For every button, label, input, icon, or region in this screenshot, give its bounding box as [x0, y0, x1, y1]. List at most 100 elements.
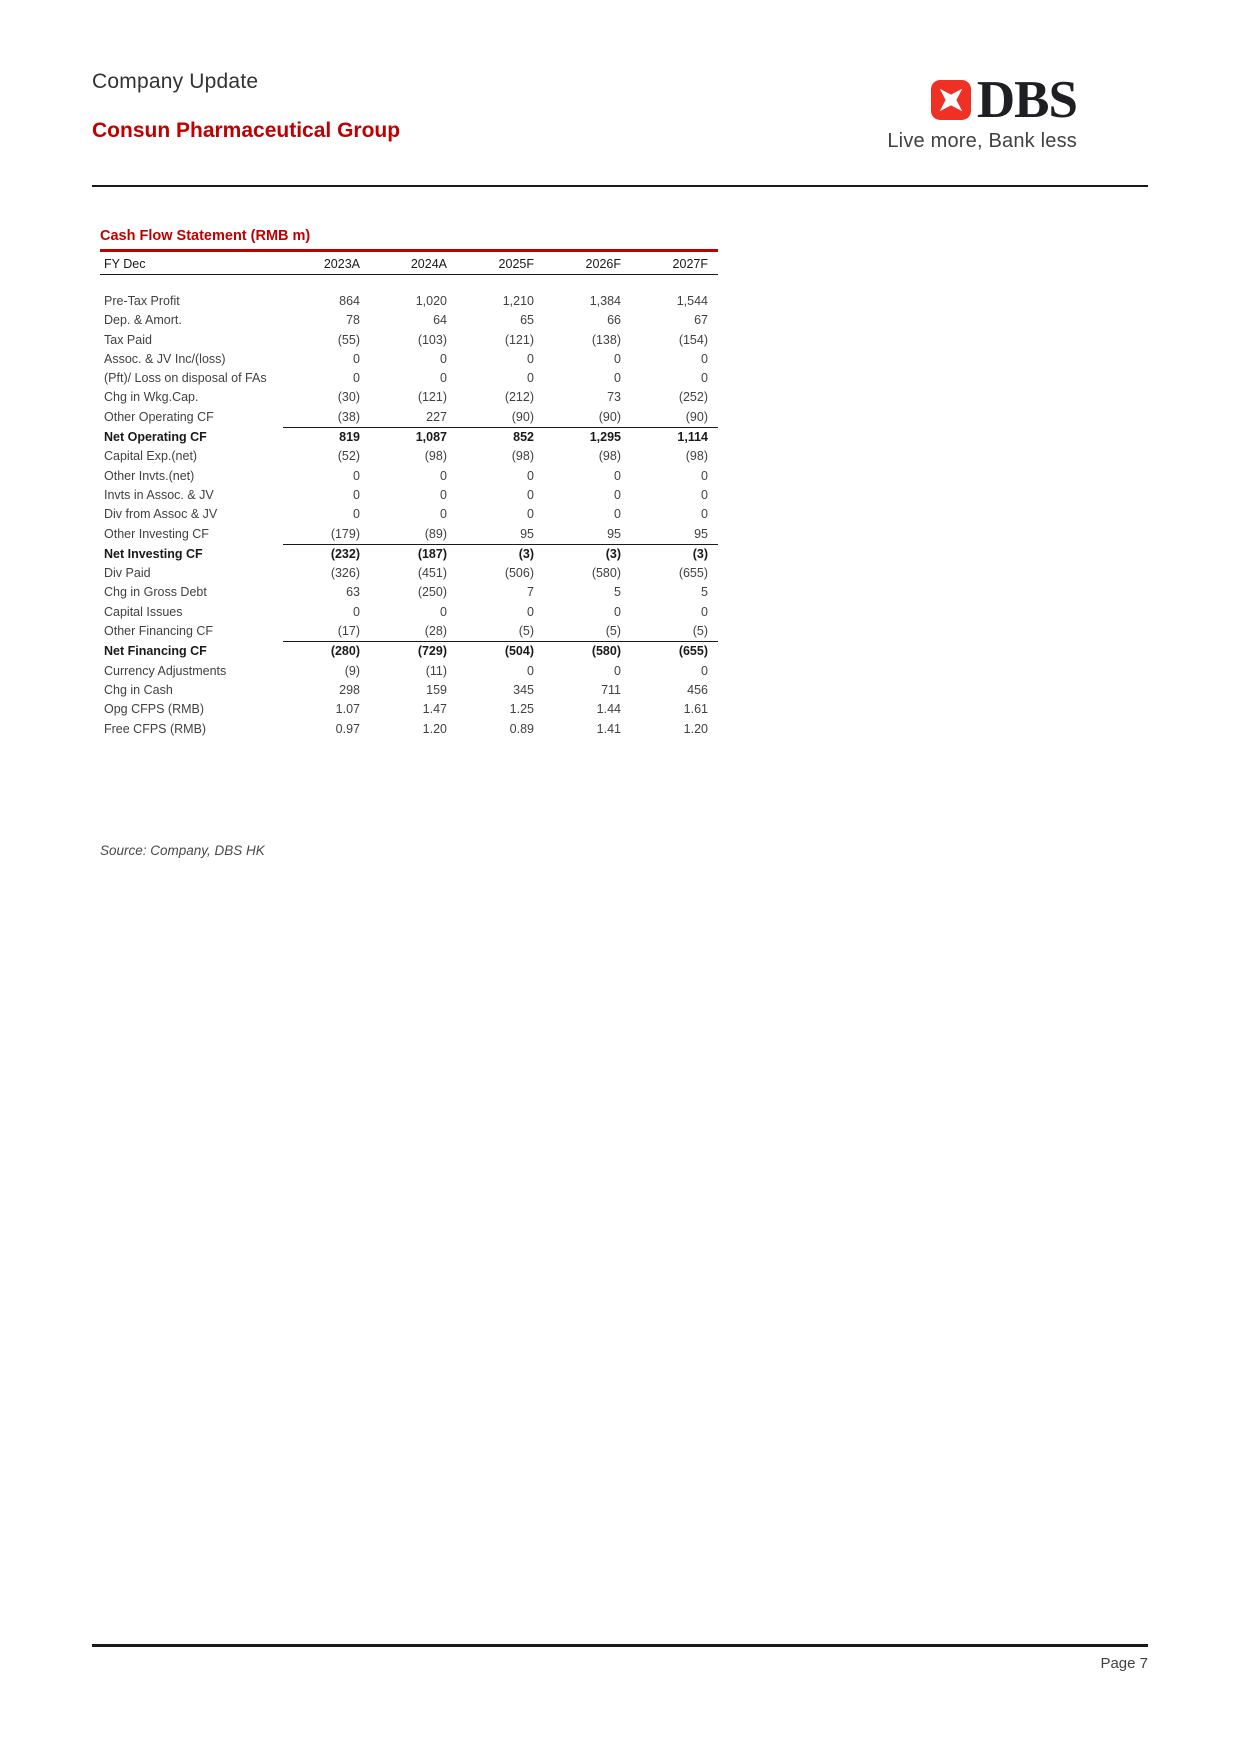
table-row: Invts in Assoc. & JV 0 0 0 0 0 [100, 486, 718, 505]
row-value: 0 [353, 468, 360, 483]
row-value: (3) [457, 543, 544, 565]
table-row: Opg CFPS (RMB) 1.07 1.47 1.25 1.44 1.61 [100, 700, 718, 719]
row-value: (98) [685, 449, 708, 464]
table-row: Free CFPS (RMB) 0.97 1.20 0.89 1.41 1.20 [100, 720, 718, 739]
row-value: 1.44 [596, 702, 621, 717]
row-label: Pre-Tax Profit [104, 294, 180, 308]
row-value: (38) [337, 409, 360, 424]
row-value: (11) [425, 663, 447, 678]
table-row: Div Paid (326) (451) (506) (580) (655) [100, 564, 718, 583]
row-value: (55) [337, 332, 360, 347]
row-value: 345 [513, 682, 534, 697]
column-header: 2024A [370, 250, 457, 275]
row-label: Dep. & Amort. [104, 313, 182, 328]
column-header: 2027F [631, 250, 718, 275]
row-value: (5) [518, 624, 534, 639]
column-header: FY Dec [100, 250, 283, 275]
table-row: Capital Issues 0 0 0 0 0 [100, 603, 718, 622]
table-row: Tax Paid (55) (103) (121) (138) (154) [100, 331, 718, 350]
row-value: 298 [339, 682, 360, 697]
row-value: 0 [701, 663, 708, 678]
column-header: 2026F [544, 250, 631, 275]
row-value: 95 [607, 526, 621, 541]
row-label: Capital Issues [104, 604, 183, 619]
row-value: 73 [607, 390, 621, 405]
table-row: Net Operating CF 819 1,087 852 1,295 1,114 [100, 427, 718, 448]
row-value: 0 [527, 487, 534, 502]
row-value: 63 [346, 585, 360, 600]
row-value: (280) [283, 641, 370, 662]
row-value: 0 [527, 507, 534, 522]
row-label: Free CFPS (RMB) [104, 721, 207, 736]
row-value: 456 [687, 682, 708, 697]
row-value: 0 [527, 663, 534, 678]
table-row: Assoc. & JV Inc/(loss) 0 0 0 0 0 [100, 350, 718, 369]
row-value: (103) [417, 332, 447, 347]
row-value: (179) [330, 526, 360, 541]
row-value: 0 [353, 507, 360, 522]
row-value: (252) [678, 390, 708, 405]
row-label: Currency Adjustments [104, 663, 227, 678]
row-value: 852 [457, 427, 544, 448]
row-value: 159 [426, 682, 447, 697]
table-row: (Pft)/ Loss on disposal of FAs 0 0 0 0 0 [100, 369, 718, 388]
row-value: 0 [614, 487, 621, 502]
row-value: (121) [504, 332, 534, 347]
row-value: 0 [440, 507, 447, 522]
table-row: Chg in Cash 298 159 345 711 456 [100, 681, 718, 700]
row-value: 1.07 [335, 702, 360, 717]
row-value: 0 [527, 604, 534, 619]
row-value: 0 [353, 604, 360, 619]
row-value: 0 [440, 487, 447, 502]
row-value: 0 [614, 468, 621, 483]
table-row: Other Invts.(net) 0 0 0 0 0 [100, 467, 718, 486]
dbs-logo: DBS Live more, Bank less [887, 74, 1078, 153]
row-value: (187) [370, 543, 457, 565]
row-value: 67 [694, 313, 708, 328]
row-label: Div from Assoc & JV [104, 507, 218, 522]
row-value: 0 [527, 371, 534, 386]
footer-divider [92, 1644, 1148, 1647]
row-value: (90) [511, 409, 534, 424]
row-value: (138) [591, 332, 621, 347]
report-type-label: Company Update [92, 70, 259, 93]
row-value: (451) [417, 566, 447, 581]
table-row: Pre-Tax Profit 864 1,020 1,210 1,384 1,544 [100, 275, 718, 312]
table-header-row: FY Dec 2023A 2024A 2025F 2026F 2027F [100, 250, 718, 275]
table-row: Other Investing CF (179) (89) 95 95 95 [100, 525, 718, 545]
row-value: (90) [685, 409, 708, 424]
row-value: (504) [457, 641, 544, 662]
cashflow-section: Cash Flow Statement (RMB m) FY Dec 2023A… [100, 228, 718, 739]
row-value: (506) [504, 566, 534, 581]
row-value: (98) [511, 449, 534, 464]
row-value: (5) [605, 624, 621, 639]
row-label: Other Investing CF [104, 526, 209, 541]
column-header: 2023A [283, 250, 370, 275]
row-value: 0 [701, 487, 708, 502]
table-row: Net Financing CF (280) (729) (504) (580) (655… [100, 641, 718, 662]
row-label: Other Financing CF [104, 624, 214, 639]
row-value: 0 [440, 468, 447, 483]
table-row: Other Operating CF (38) 227 (90) (90) (90) [100, 408, 718, 428]
row-value: (90) [598, 409, 621, 424]
dbs-tagline: Live more, Bank less [887, 130, 1077, 152]
row-value: 1.20 [422, 721, 447, 736]
source-note: Source: Company, DBS HK [100, 843, 265, 858]
row-value: (5) [692, 624, 708, 639]
row-value: 65 [520, 313, 534, 328]
cashflow-table-body: Pre-Tax Profit 864 1,020 1,210 1,384 1,544 Dep… [100, 275, 718, 739]
table-row: Dep. & Amort. 78 64 65 66 67 [100, 311, 718, 330]
dbs-logo-row: DBS [930, 74, 1078, 127]
row-value: 1.47 [422, 702, 447, 717]
row-value: 0 [701, 371, 708, 386]
table-title: Cash Flow Statement (RMB m) [100, 228, 311, 244]
table-row: Div from Assoc & JV 0 0 0 0 0 [100, 505, 718, 524]
row-value: 0 [440, 351, 447, 366]
row-value: (3) [544, 543, 631, 565]
row-value: (98) [424, 449, 447, 464]
row-value: 0 [701, 468, 708, 483]
row-value: 0 [353, 487, 360, 502]
row-value: 1.20 [683, 721, 708, 736]
row-value: (580) [591, 566, 621, 581]
row-label: (Pft)/ Loss on disposal of FAs [104, 371, 267, 386]
